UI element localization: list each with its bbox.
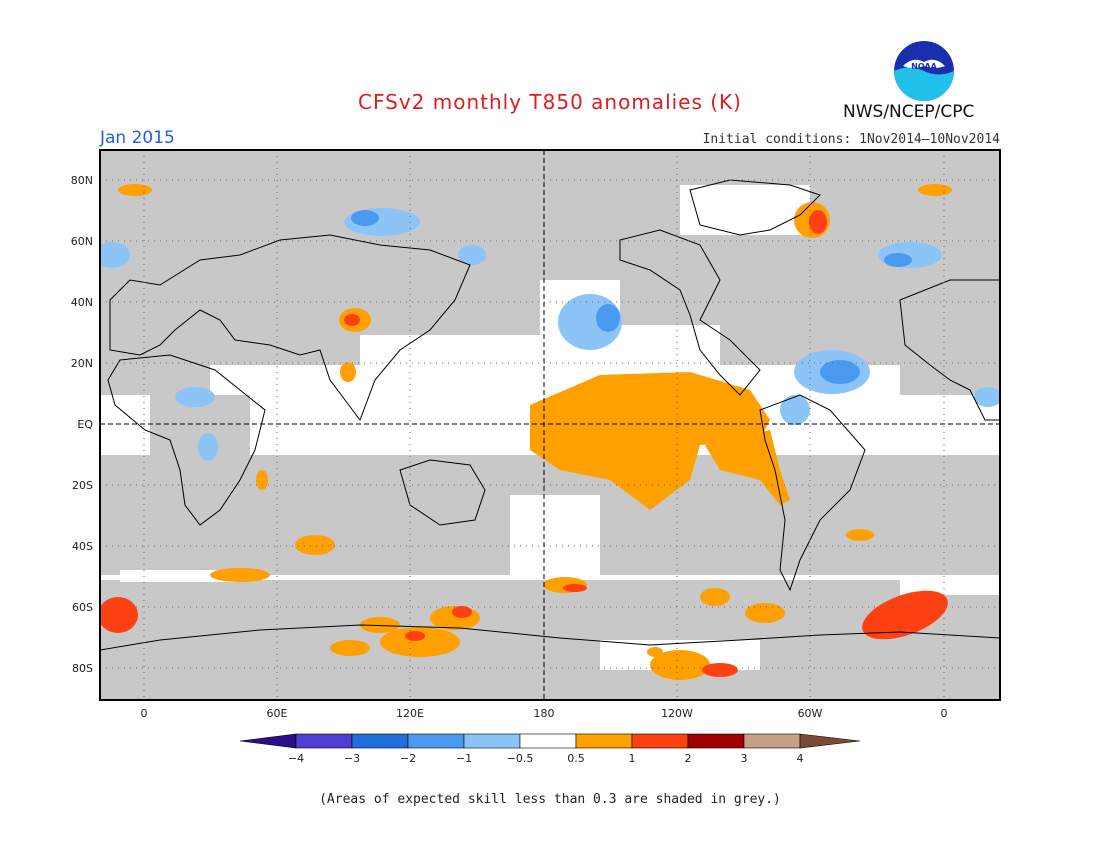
lat-label: 20S: [72, 479, 93, 492]
colorbar-label: −2: [400, 752, 416, 765]
lat-label: 20N: [71, 357, 93, 370]
colorbar-label: 2: [685, 752, 692, 765]
colorbar-label: 1: [629, 752, 636, 765]
lat-label: 60N: [71, 235, 93, 248]
lon-label: 60W: [798, 707, 823, 720]
colorbar-swatch: [352, 734, 408, 748]
colorbar-swatch: [744, 734, 800, 748]
footnote: (Areas of expected skill less than 0.3 a…: [0, 792, 1100, 807]
colorbar-swatch: [520, 734, 576, 748]
colorbar-swatch: [296, 734, 352, 748]
lat-label: 40S: [72, 540, 93, 553]
lon-label: 60E: [267, 707, 288, 720]
lat-label: 40N: [71, 296, 93, 309]
colorbar-swatch: [632, 734, 688, 748]
lon-label: 0: [941, 707, 948, 720]
org-label: NWS/NCEP/CPC: [843, 102, 974, 122]
lon-label: 120E: [396, 707, 424, 720]
colorbar-label: −4: [288, 752, 304, 765]
logo-text: NOAA: [911, 62, 937, 71]
colorbar-label: −3: [344, 752, 360, 765]
colorbar: [240, 734, 860, 748]
lon-label: 0: [141, 707, 148, 720]
lat-label: EQ: [77, 418, 93, 431]
lat-label: 80S: [72, 662, 93, 675]
colorbar-swatch: [464, 734, 520, 748]
colorbar-labels: −4 −3 −2 −1 −0.5 0.5 1 2 3 4: [288, 752, 804, 765]
colorbar-label: −0.5: [507, 752, 534, 765]
lon-label: 180: [534, 707, 555, 720]
colorbar-label: 3: [741, 752, 748, 765]
colorbar-swatch: [688, 734, 744, 748]
colorbar-label: −1: [456, 752, 472, 765]
lon-label: 120W: [661, 707, 693, 720]
colorbar-label: 4: [797, 752, 804, 765]
colorbar-low-arrow: [240, 734, 296, 748]
colorbar-label: 0.5: [567, 752, 585, 765]
colorbar-swatch: [576, 734, 632, 748]
map-plot-area: [94, 150, 1002, 700]
forecast-month: Jan 2015: [100, 128, 175, 148]
lat-axis-labels: 80N 60N 40N 20N EQ 20S 40S 60S 80S: [71, 174, 94, 675]
colorbar-swatch: [408, 734, 464, 748]
lon-axis-labels: 0 60E 120E 180 120W 60W 0: [141, 707, 948, 720]
lat-label: 80N: [71, 174, 93, 187]
initial-conditions: Initial conditions: 1Nov2014—10Nov2014: [703, 132, 1000, 147]
lat-label: 60S: [72, 601, 93, 614]
colorbar-high-arrow: [800, 734, 860, 748]
